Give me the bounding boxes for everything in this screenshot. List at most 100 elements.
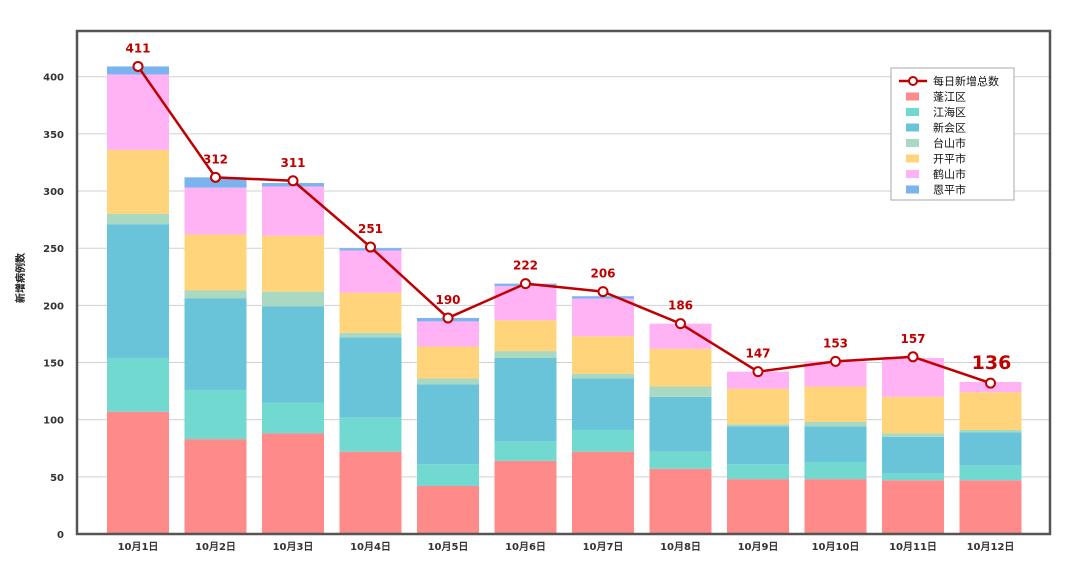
bar-segment (649, 396, 712, 452)
total-point (597, 286, 609, 298)
x-tick-label: 10月3日 (273, 541, 314, 553)
bar-segment (417, 485, 479, 534)
data-label: 251 (358, 222, 383, 236)
bar-segment (959, 429, 1022, 433)
bar-segment (494, 357, 557, 442)
data-label: 206 (590, 267, 615, 281)
bar-segment (339, 332, 402, 338)
bar-segment (572, 378, 634, 430)
y-tick-label: 50 (50, 473, 64, 484)
legend-swatch (906, 123, 919, 132)
total-point (442, 312, 454, 324)
data-label: 153 (823, 336, 848, 350)
bar-segment (494, 351, 557, 358)
bar-segment (494, 285, 557, 321)
bar-segment (184, 439, 247, 534)
y-tick-label: 100 (43, 416, 64, 427)
x-tick-label: 10月2日 (195, 541, 236, 553)
x-tick-label: 10月5日 (428, 541, 469, 553)
bar-segment (572, 451, 634, 534)
bar-segment (959, 480, 1022, 534)
bar-segment (107, 149, 169, 214)
x-tick-label: 10月8日 (660, 541, 701, 553)
x-tick-label: 10月4日 (350, 541, 391, 553)
legend-label: 每日新增总数 (933, 74, 999, 88)
bar-segment (339, 337, 402, 418)
bar-segment (649, 451, 712, 469)
legend-label: 台山市 (933, 136, 966, 150)
plot-frame (75, 29, 1052, 536)
y-tick-label: 350 (43, 130, 64, 141)
total-point (132, 60, 144, 72)
total-point (365, 241, 376, 253)
bar-segment (262, 235, 324, 292)
legend-label: 新会区 (933, 121, 966, 135)
y-tick-label: 150 (43, 359, 64, 370)
bar-segment (494, 320, 557, 352)
legend-swatch (906, 139, 919, 147)
bar-segment (727, 479, 789, 534)
bar-segment (417, 378, 479, 385)
bar-segment (727, 464, 789, 480)
bar-segment (882, 473, 944, 481)
bar-segment (804, 421, 867, 427)
bar-segment (727, 426, 789, 465)
y-tick-label: 0 (57, 530, 64, 541)
legend-swatch (906, 92, 919, 101)
bar-segment (262, 402, 324, 434)
bar-segment (572, 373, 634, 379)
y-tick-label: 250 (43, 244, 64, 255)
data-label: 157 (900, 332, 925, 346)
legend-swatch (906, 170, 919, 178)
bar-segment (882, 436, 944, 474)
y-axis-label: 新增病例数 (14, 252, 27, 303)
bar-segment (959, 432, 1022, 466)
bar-segment (727, 424, 789, 427)
bar-segment (959, 392, 1022, 430)
bar-segment (649, 468, 712, 534)
bar-segment (804, 386, 867, 422)
bar-segment (572, 429, 634, 452)
bar-segment (184, 234, 247, 291)
bar-segment (339, 417, 402, 452)
bar-segment (262, 186, 324, 236)
legend-label: 江海区 (933, 105, 966, 119)
bar-segment (882, 480, 944, 534)
bar-segment (339, 250, 402, 293)
bar-segment (107, 74, 169, 150)
total-point (907, 351, 919, 363)
x-tick-label: 10月7日 (583, 541, 624, 553)
bar-segment (572, 298, 634, 337)
bar-segment (804, 426, 867, 462)
bar-segment (107, 224, 169, 358)
total-line (136, 65, 991, 385)
bar-segment (727, 371, 789, 389)
bar-segment (262, 433, 324, 534)
total-point (287, 175, 299, 187)
x-tick-label: 10月9日 (738, 541, 779, 553)
bar-segment (339, 451, 402, 534)
bar-segment (107, 411, 169, 534)
total-point (675, 318, 686, 330)
bar-segment (882, 396, 944, 434)
bar-segment (417, 384, 479, 465)
bar-segment (804, 461, 867, 480)
data-label: 312 (203, 152, 228, 166)
bar-segment (417, 321, 479, 347)
bar-segment (572, 336, 634, 374)
total-point (752, 366, 764, 378)
legend-swatch (906, 108, 919, 116)
bar-segment (107, 357, 169, 412)
legend-label: 恩平市 (933, 183, 966, 197)
legend-label: 开平市 (933, 152, 966, 166)
data-label: 411 (125, 41, 150, 55)
bar-segment (262, 306, 324, 403)
y-tick-label: 400 (43, 73, 64, 84)
bar-segment (649, 386, 712, 397)
data-label: 311 (280, 156, 305, 170)
legend-swatch (906, 154, 919, 163)
bar-segment (494, 441, 557, 461)
bar-segment (184, 298, 247, 390)
